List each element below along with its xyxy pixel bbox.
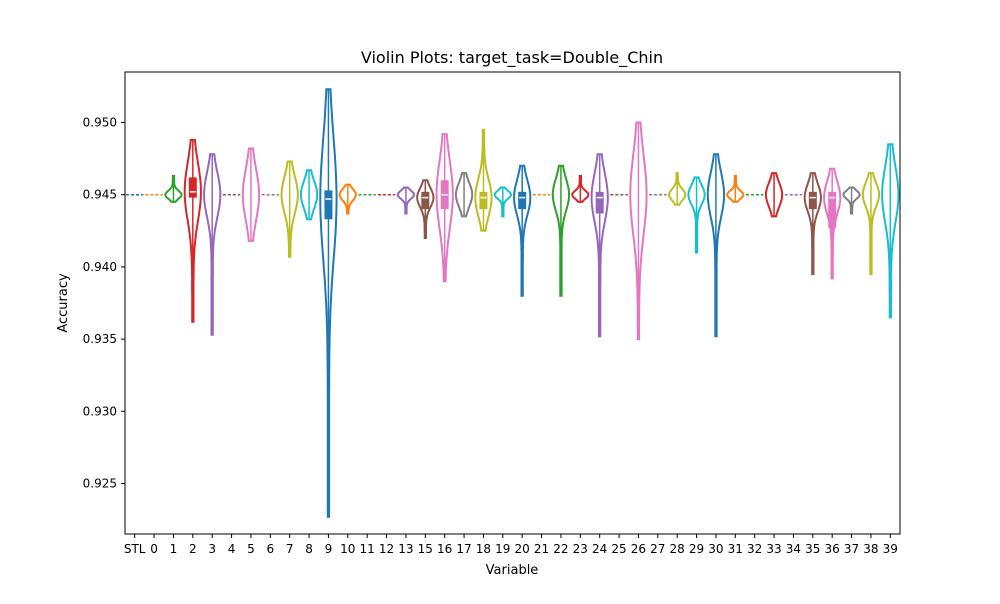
- x-tick-label: 9: [325, 542, 333, 556]
- chart-title: Violin Plots: target_task=Double_Chin: [361, 48, 663, 68]
- x-tick-label: 27: [650, 542, 665, 556]
- violin-7: [280, 160, 299, 258]
- x-tick-label: 39: [883, 542, 898, 556]
- x-tick-label: 2: [189, 542, 197, 556]
- x-tick-label: 24: [592, 542, 607, 556]
- violins-layer: [125, 88, 900, 518]
- violin-28: [668, 172, 687, 206]
- violin-33: [764, 172, 784, 218]
- y-tick-label: 0.945: [83, 188, 117, 202]
- x-tick-label: 31: [728, 542, 743, 556]
- x-tick-label: 20: [515, 542, 530, 556]
- x-tick-label: 22: [553, 542, 568, 556]
- plot-frame: [124, 71, 901, 535]
- x-tick-label: 7: [286, 542, 294, 556]
- violin-9: [319, 88, 338, 518]
- violin-iqr-box: [808, 191, 817, 210]
- violin-19: [493, 186, 512, 218]
- violin-5: [241, 147, 261, 242]
- violin-38: [861, 172, 881, 276]
- violin-8: [299, 169, 319, 221]
- x-tick-label: 21: [534, 542, 549, 556]
- x-tick-label: 33: [766, 542, 781, 556]
- x-tick-label: 34: [786, 542, 801, 556]
- violin-iqr-box: [324, 190, 333, 220]
- violin-35: [803, 172, 822, 276]
- violin-iqr-box: [518, 191, 527, 210]
- violin-26: [629, 121, 648, 341]
- violin-iqr-box: [479, 191, 488, 210]
- x-tick-label: 0: [150, 542, 158, 556]
- x-tick-label: 25: [611, 542, 626, 556]
- y-tick-label: 0.935: [83, 332, 117, 346]
- violin-13: [396, 186, 416, 215]
- violin-16: [435, 133, 454, 283]
- violin-29: [687, 176, 706, 254]
- x-tick-label: 15: [418, 542, 433, 556]
- y-axis-label: Accuracy: [56, 273, 71, 333]
- x-tick-label: 6: [266, 542, 274, 556]
- violin-17: [454, 172, 474, 218]
- violin-39: [881, 143, 900, 319]
- violin-iqr-box: [595, 191, 604, 214]
- x-tick-label: 35: [805, 542, 820, 556]
- x-tick-label: 5: [247, 542, 255, 556]
- y-tick-label: 0.925: [83, 476, 117, 490]
- violin-37: [842, 186, 861, 215]
- y-tick-label: 0.950: [83, 116, 117, 130]
- x-axis-label: Variable: [486, 563, 539, 578]
- x-tick-label: 30: [708, 542, 723, 556]
- x-tick-label: 28: [670, 542, 685, 556]
- x-tick-label: 12: [379, 542, 394, 556]
- x-tick-label: 16: [437, 542, 452, 556]
- violin-22: [551, 164, 571, 297]
- x-tick-label: 1: [170, 542, 178, 556]
- violin-10: [338, 183, 357, 215]
- violin-3: [203, 153, 222, 336]
- violin-iqr-box: [421, 191, 430, 210]
- violin-iqr-box: [828, 191, 837, 228]
- x-tick-label: 4: [228, 542, 236, 556]
- violin-15: [416, 179, 435, 239]
- x-axis: STL 0 1 2 3 4 5 6 7 8 9 10 11 12 13 15 16 17 18 19 20 21 22 23 2…: [124, 534, 898, 556]
- y-tick-label: 0.930: [83, 404, 117, 418]
- y-axis: 0.925 0.930 0.935 0.940 0.945 0.950: [83, 116, 125, 490]
- x-tick-label: 38: [863, 542, 878, 556]
- x-tick-label: 13: [398, 542, 413, 556]
- x-tick-label: 17: [456, 542, 471, 556]
- x-tick-label: 18: [476, 542, 491, 556]
- x-tick-label: 3: [208, 542, 216, 556]
- x-tick-label: 37: [844, 542, 859, 556]
- violin-iqr-box: [188, 177, 197, 198]
- x-tick-label: 8: [305, 542, 313, 556]
- violin-24: [590, 153, 609, 338]
- x-tick-label: 23: [573, 542, 588, 556]
- x-tick-label: 36: [825, 542, 840, 556]
- violin-20: [513, 164, 532, 297]
- x-tick-label: 10: [340, 542, 355, 556]
- violin-30: [706, 153, 726, 338]
- x-tick-label: STL: [124, 542, 146, 556]
- x-tick-label: 19: [495, 542, 510, 556]
- violin-2: [183, 138, 202, 323]
- violin-31: [726, 174, 745, 203]
- violin-1: [164, 174, 183, 203]
- x-tick-label: 32: [747, 542, 762, 556]
- y-tick-label: 0.940: [83, 260, 117, 274]
- x-tick-label: 26: [631, 542, 646, 556]
- violin-18: [474, 128, 493, 232]
- x-tick-label: 29: [689, 542, 704, 556]
- violin-23: [571, 174, 590, 203]
- x-tick-label: 11: [360, 542, 375, 556]
- violin-36: [823, 167, 842, 280]
